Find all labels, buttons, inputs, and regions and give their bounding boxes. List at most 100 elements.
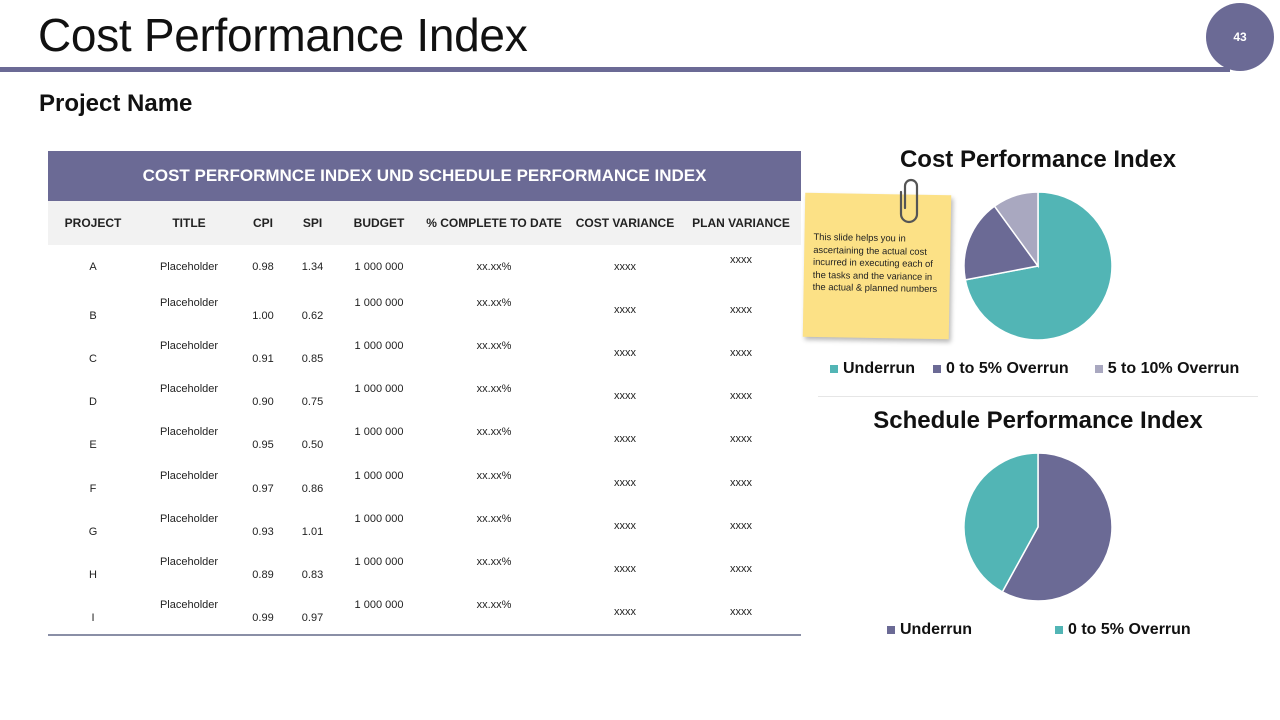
cell-complete: xx.xx%: [419, 331, 569, 374]
cell-text: xx.xx%: [476, 555, 512, 568]
column-header: PLAN VARIANCE: [692, 216, 790, 230]
column-header: CPI: [252, 216, 273, 230]
cell-cost-variance: xxxx: [569, 461, 681, 504]
legend-item-0-5-overrun: 0 to 5% Overrun: [933, 360, 1069, 378]
cell-plan-variance: xxxx: [681, 591, 801, 634]
cell-text: xxxx: [730, 606, 752, 619]
cell-title: Placeholder: [138, 547, 240, 590]
cell-project: E: [48, 418, 138, 461]
cell-text: Placeholder: [159, 512, 219, 525]
cpi-legend: Underrun 0 to 5% Overrun 5 to 10% Overru…: [830, 360, 1239, 378]
cell-title: Placeholder: [138, 375, 240, 418]
cell-title: Placeholder: [138, 288, 240, 331]
cell-text: xxxx: [614, 433, 636, 446]
cell-complete: xx.xx%: [419, 245, 569, 288]
cell-text: xx.xx%: [476, 383, 512, 396]
cpi-pie-chart: [963, 191, 1113, 341]
cell-text: 0.75: [301, 396, 324, 409]
cell-spi: 1.34: [286, 245, 339, 288]
pie-slice-0-to-5-overrun: [963, 205, 1040, 281]
table-bottom-rule: [48, 633, 801, 636]
cell-text: 0.83: [301, 568, 324, 581]
legend-swatch: [1094, 365, 1103, 373]
legend-item-5-10-overrun: 5 to 10% Overrun: [1094, 360, 1239, 378]
cell-text: 1 000 000: [354, 512, 404, 525]
cell-complete: xx.xx%: [419, 288, 569, 331]
cell-text: xxxx: [730, 562, 752, 575]
column-header: SPI: [302, 216, 323, 230]
cell-budget: 1 000 000: [339, 591, 419, 634]
cell-spi: 0.97: [286, 591, 339, 634]
table-banner: COST PERFORMNCE INDEX UND SCHEDULE PERFO…: [48, 151, 801, 201]
cell-text: xxxx: [614, 606, 636, 619]
cell-project: A: [48, 245, 138, 288]
legend-item-underrun: Underrun: [830, 360, 915, 378]
cell-text: 1 000 000: [354, 469, 404, 482]
sticky-note: This slide helps you in ascertaining the…: [802, 192, 952, 340]
cell-text: H: [89, 568, 97, 581]
cell-title: Placeholder: [138, 245, 240, 288]
legend-swatch: [830, 365, 838, 373]
cell-title: Placeholder: [138, 461, 240, 504]
legend-swatch: [1055, 626, 1063, 634]
cell-text: xxxx: [614, 260, 636, 273]
cell-budget: 1 000 000: [339, 375, 419, 418]
cell-plan-variance: xxxx: [681, 504, 801, 547]
cell-complete: xx.xx%: [419, 591, 569, 634]
legend-label: Underrun: [900, 621, 972, 638]
cell-text: Placeholder: [159, 555, 219, 568]
legend-label: 0 to 5% Overrun: [946, 360, 1069, 377]
table-row: B Placeholder 1.00 0.62 1 000 000 xx.xx% xxxx x…: [48, 288, 801, 331]
cell-complete: xx.xx%: [419, 375, 569, 418]
cell-text: xxxx: [730, 519, 752, 532]
cell-text: xxxx: [614, 346, 636, 359]
cell-project: I: [48, 591, 138, 634]
table-row: I Placeholder 0.99 0.97 1 000 000 xx.xx% xxxx x…: [48, 591, 801, 634]
cell-text: 1 000 000: [354, 339, 404, 352]
cell-text: 1 000 000: [354, 426, 404, 439]
cell-text: 1 000 000: [354, 599, 404, 612]
cell-title: Placeholder: [138, 591, 240, 634]
legend-swatch: [887, 626, 895, 634]
cell-text: G: [88, 525, 98, 538]
cell-project: G: [48, 504, 138, 547]
table-row: H Placeholder 0.89 0.83 1 000 000 xx.xx% xxxx x…: [48, 547, 801, 590]
cell-text: Placeholder: [159, 469, 219, 482]
cell-complete: xx.xx%: [419, 418, 569, 461]
cell-budget: 1 000 000: [339, 245, 419, 288]
cell-text: Placeholder: [159, 426, 219, 439]
column-header: PROJECT: [64, 216, 122, 230]
pie-slice-0-to-5-overrun: [963, 452, 1039, 593]
cell-text: xxxx: [614, 562, 636, 575]
cell-text: 1 000 000: [354, 260, 404, 273]
cell-cost-variance: xxxx: [569, 288, 681, 331]
column-header: COST VARIANCE: [575, 216, 675, 230]
cell-text: B: [89, 309, 97, 322]
cell-cost-variance: xxxx: [569, 375, 681, 418]
cell-text: 0.91: [252, 352, 274, 365]
table-header-row: PROJECT TITLE CPI SPI BUDGET % COMPLETE …: [48, 201, 801, 245]
title-underline: [0, 67, 1230, 72]
cell-complete: xx.xx%: [419, 504, 569, 547]
cell-spi: 0.50: [286, 418, 339, 461]
cell-plan-variance: xxxx: [681, 375, 801, 418]
spi-pie-chart: [963, 452, 1113, 602]
cell-project: H: [48, 547, 138, 590]
cell-text: 1 000 000: [354, 296, 404, 309]
cell-project: C: [48, 331, 138, 374]
cell-text: 0.62: [301, 309, 324, 322]
cell-text: xxxx: [730, 433, 752, 446]
cell-text: E: [89, 439, 97, 452]
cell-plan-variance: xxxx: [681, 288, 801, 331]
cell-text: Placeholder: [159, 383, 219, 396]
cell-text: Placeholder: [159, 339, 219, 352]
cell-text: 0.97: [252, 482, 274, 495]
cell-text: xxxx: [730, 253, 752, 266]
cell-text: 0.86: [301, 482, 324, 495]
cell-text: 1.00: [252, 309, 274, 322]
cell-budget: 1 000 000: [339, 331, 419, 374]
cell-spi: 0.85: [286, 331, 339, 374]
cell-budget: 1 000 000: [339, 288, 419, 331]
chart-divider: [818, 396, 1258, 397]
cell-cpi: 0.91: [240, 331, 286, 374]
